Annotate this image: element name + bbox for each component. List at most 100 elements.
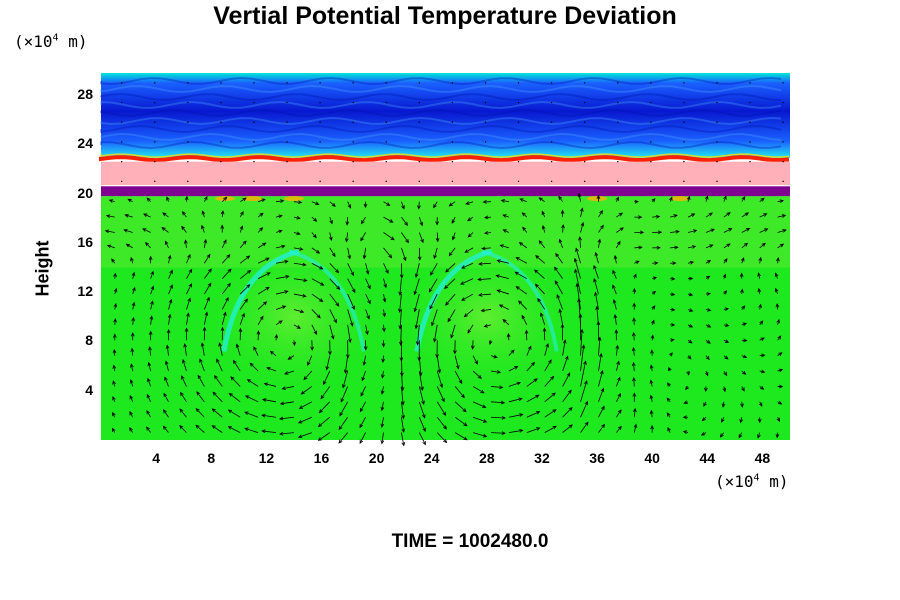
wind-arrowhead: [580, 328, 584, 334]
wind-arrowhead: [689, 260, 695, 265]
wind-vector: [166, 345, 169, 356]
wind-vector: [472, 386, 485, 394]
wind-arrowhead: [554, 280, 559, 285]
y-tick-label: 12: [77, 283, 93, 300]
wind-arrowhead: [613, 254, 618, 260]
wind-vector: [185, 240, 187, 248]
wind-arrowhead: [398, 291, 403, 296]
wind-arrowhead: [463, 436, 468, 441]
wind-arrowhead: [728, 228, 733, 232]
wind-vector: [580, 361, 586, 387]
wind-arrowhead: [649, 394, 654, 399]
wind-vector: [538, 240, 546, 249]
wind-vector: [451, 216, 456, 224]
calm-vector-dot: [220, 121, 222, 123]
wind-arrowhead: [708, 212, 713, 217]
wind-arrowhead: [362, 254, 367, 260]
wind-vector: [634, 246, 642, 249]
wind-arrowhead: [247, 269, 252, 274]
wind-arrowhead: [741, 387, 745, 392]
wind-arrowhead: [402, 256, 407, 262]
wind-vector: [338, 416, 348, 430]
wind-vector: [522, 212, 528, 218]
wind-vector: [275, 320, 283, 326]
wind-vector: [556, 294, 564, 310]
wind-vector: [229, 393, 241, 403]
calm-vector-dot: [617, 121, 619, 123]
wind-vector: [329, 201, 336, 207]
calm-vector-dot: [484, 101, 487, 104]
wind-arrowhead: [760, 337, 765, 342]
wind-arrowhead: [638, 215, 643, 220]
wind-vector: [431, 309, 438, 326]
time-label: TIME = 1002480.0: [391, 531, 549, 552]
wind-arrowhead: [244, 427, 249, 432]
wind-arrowhead: [501, 431, 506, 436]
wind-arrowhead: [725, 323, 730, 328]
wind-arrowhead: [336, 285, 341, 290]
wind-vector: [342, 370, 349, 388]
wind-arrowhead: [142, 228, 147, 232]
wind-arrowhead: [618, 212, 623, 217]
wind-arrowhead: [187, 254, 191, 259]
wind-arrowhead: [724, 355, 729, 360]
wind-arrowhead: [541, 224, 546, 230]
wind-vector: [723, 243, 731, 249]
wind-arrowhead: [179, 424, 184, 430]
wind-arrowhead: [514, 271, 519, 276]
wind-arrowhead: [741, 305, 746, 310]
wind-vector: [615, 345, 618, 356]
wind-arrowhead: [360, 237, 364, 242]
wind-vector: [580, 208, 583, 218]
wind-arrowhead: [150, 300, 154, 305]
cell-cyan-arc: [481, 249, 559, 352]
wind-vector: [454, 386, 465, 398]
wind-arrowhead: [493, 354, 498, 359]
calm-vector-dot: [220, 101, 222, 104]
wind-arrowhead: [779, 243, 785, 248]
wind-arrowhead: [482, 419, 488, 423]
wind-arrowhead: [724, 339, 730, 343]
wind-arrowhead: [300, 390, 305, 395]
calm-vector-dot: [716, 101, 718, 104]
upper-field: [101, 73, 790, 158]
calm-vector-dot: [782, 141, 784, 143]
wind-arrowhead: [299, 247, 304, 251]
wind-vector: [129, 411, 134, 418]
wind-arrowhead: [612, 269, 616, 275]
wind-vector: [449, 201, 456, 207]
calm-vector-dot: [319, 82, 321, 84]
wind-arrowhead: [418, 372, 423, 377]
calm-vector-dot: [683, 101, 685, 104]
wind-vector: [299, 401, 313, 409]
wind-vector: [433, 201, 438, 208]
wind-arrowhead: [538, 240, 543, 245]
wind-vector: [490, 355, 498, 358]
wind-arrowhead: [502, 229, 507, 233]
wind-arrowhead: [287, 356, 292, 360]
wind-arrowhead: [778, 400, 783, 405]
calm-vector-dot: [352, 101, 354, 104]
upper-wave: [100, 132, 782, 142]
wind-arrowhead: [432, 338, 437, 343]
wind-arrowhead: [666, 397, 671, 402]
calm-vector-dot: [617, 160, 619, 163]
wind-vector: [502, 319, 510, 326]
chart-title: Vertial Potential Temperature Deviation: [213, 2, 677, 30]
wind-vector: [131, 348, 134, 356]
wind-arrowhead: [302, 293, 307, 298]
calm-vector-dot: [187, 121, 189, 123]
calm-vector-dot: [716, 180, 718, 183]
wind-arrowhead: [431, 321, 435, 327]
wind-vector: [519, 242, 528, 249]
wind-vector: [307, 355, 313, 366]
wind-vector: [132, 302, 135, 310]
wind-arrowhead: [551, 392, 556, 397]
wind-arrowhead: [245, 255, 251, 260]
wind-arrowhead: [518, 300, 523, 305]
wind-arrowhead: [161, 227, 166, 231]
wind-vector: [454, 432, 468, 441]
wind-vector: [497, 289, 510, 295]
calm-vector-dot: [120, 82, 123, 84]
wind-arrowhead: [261, 429, 266, 434]
